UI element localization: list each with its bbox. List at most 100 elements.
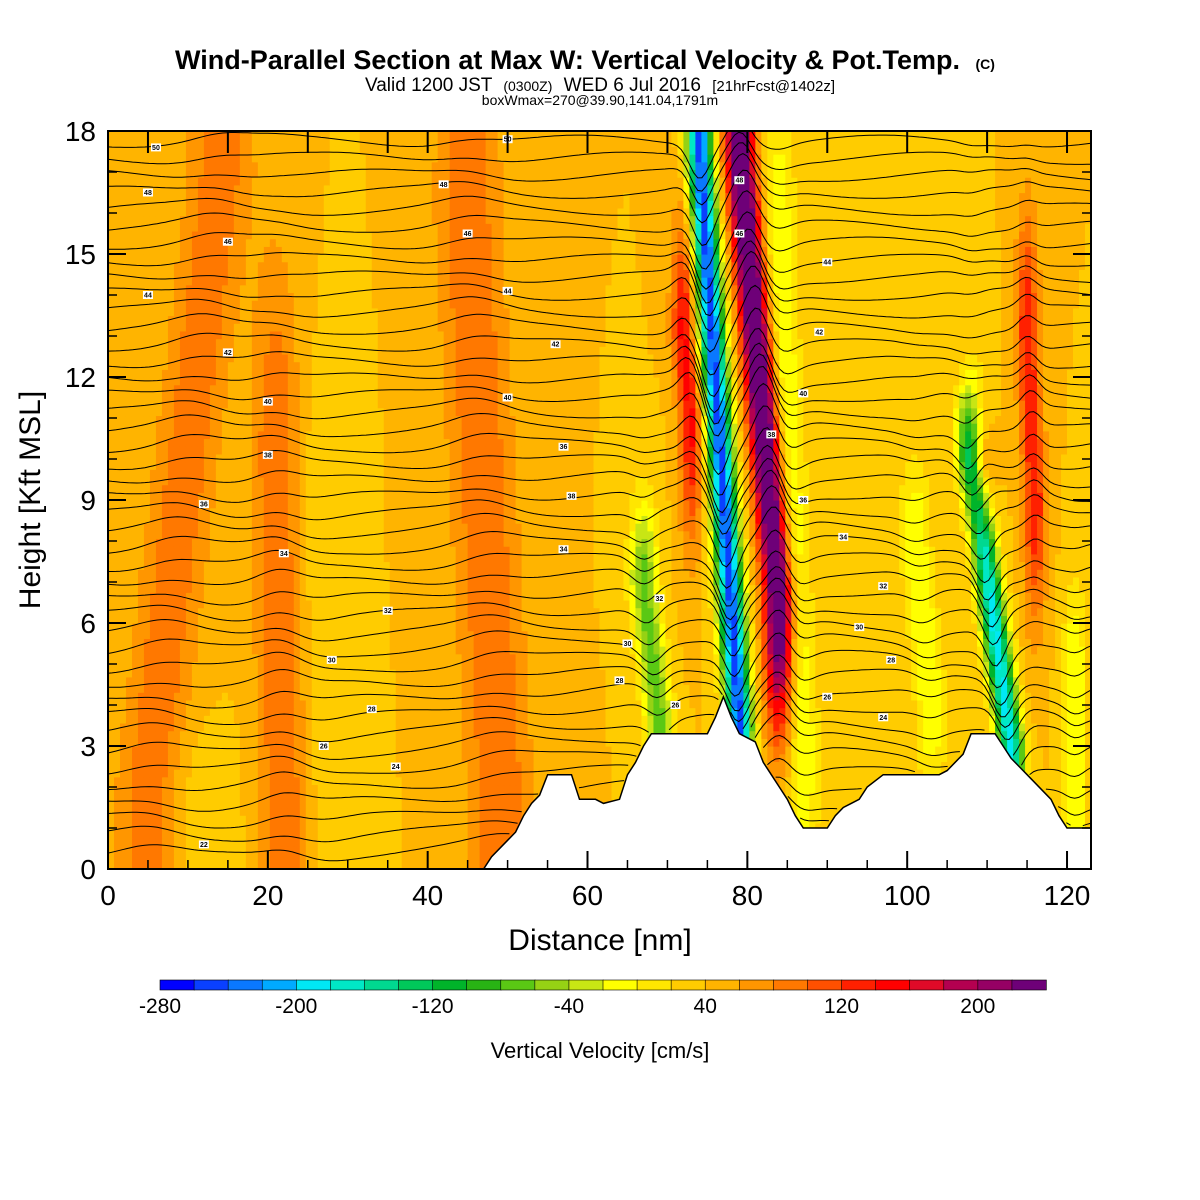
w-cell (276, 854, 283, 862)
w-cell (689, 685, 696, 693)
w-cell (222, 815, 229, 823)
w-cell (276, 631, 283, 639)
w-cell (588, 700, 595, 708)
w-cell (863, 661, 870, 669)
w-cell (522, 800, 529, 808)
w-cell (605, 769, 612, 777)
w-cell (510, 646, 517, 654)
w-cell (420, 631, 427, 639)
w-cell (564, 754, 571, 762)
w-cell (306, 784, 313, 792)
w-cell (246, 831, 253, 839)
w-cell (132, 754, 139, 762)
w-cell (138, 646, 145, 654)
w-cell (420, 708, 427, 716)
w-cell (1067, 638, 1074, 646)
w-cell (210, 708, 217, 716)
w-cell (474, 692, 481, 700)
w-cell (330, 685, 337, 693)
w-cell (450, 669, 457, 677)
w-cell (647, 715, 654, 723)
w-cell (683, 708, 690, 716)
w-cell (869, 677, 876, 685)
w-cell (486, 846, 493, 854)
w-cell (414, 754, 421, 762)
w-cell (198, 792, 205, 800)
w-cell (420, 815, 427, 823)
w-cell (240, 815, 247, 823)
w-cell (582, 746, 589, 754)
w-cell (180, 723, 187, 731)
w-cell (390, 638, 397, 646)
w-cell (504, 723, 511, 731)
w-cell (456, 846, 463, 854)
w-cell (168, 631, 175, 639)
w-cell (366, 823, 373, 831)
w-cell (342, 669, 349, 677)
w-cell (570, 731, 577, 739)
w-cell (438, 854, 445, 862)
w-cell (396, 631, 403, 639)
w-cell (336, 669, 343, 677)
w-cell (114, 754, 121, 762)
w-cell (468, 708, 475, 716)
w-cell (330, 800, 337, 808)
w-cell (444, 654, 451, 662)
w-cell (839, 669, 846, 677)
w-cell (576, 654, 583, 662)
w-cell (1043, 754, 1050, 762)
w-cell (408, 754, 415, 762)
w-cell (390, 777, 397, 785)
w-cell (821, 646, 828, 654)
w-cell (246, 661, 253, 669)
w-cell (516, 685, 523, 693)
w-cell (402, 800, 409, 808)
w-cell (809, 761, 816, 769)
w-cell (899, 723, 906, 731)
w-cell (438, 784, 445, 792)
w-cell (552, 754, 559, 762)
w-cell (174, 669, 181, 677)
w-cell (821, 715, 828, 723)
w-cell (510, 738, 517, 746)
w-cell (204, 685, 211, 693)
w-cell (330, 723, 337, 731)
w-cell (1025, 677, 1032, 685)
w-cell (444, 761, 451, 769)
w-cell (138, 854, 145, 862)
w-cell (192, 685, 199, 693)
w-cell (474, 708, 481, 716)
w-cell (929, 723, 936, 731)
w-cell (468, 646, 475, 654)
w-cell (276, 808, 283, 816)
w-cell (378, 792, 385, 800)
w-cell (222, 654, 229, 662)
w-cell (659, 715, 666, 723)
w-cell (132, 746, 139, 754)
w-cell (234, 738, 241, 746)
w-cell (863, 654, 870, 662)
w-cell (869, 654, 876, 662)
w-cell (288, 823, 295, 831)
w-cell (1067, 646, 1074, 654)
w-cell (192, 769, 199, 777)
w-cell (653, 661, 660, 669)
w-cell (635, 646, 642, 654)
w-cell (1007, 723, 1014, 731)
w-cell (420, 846, 427, 854)
w-cell (492, 808, 499, 816)
w-cell (228, 854, 235, 862)
w-cell (857, 738, 864, 746)
w-cell (588, 738, 595, 746)
w-cell (144, 815, 151, 823)
w-cell (222, 800, 229, 808)
w-cell (677, 723, 684, 731)
w-cell (282, 700, 289, 708)
w-cell (372, 754, 379, 762)
w-cell (498, 708, 505, 716)
w-cell (228, 685, 235, 693)
w-cell (396, 638, 403, 646)
w-cell (276, 800, 283, 808)
w-cell (114, 777, 121, 785)
w-cell (228, 646, 235, 654)
